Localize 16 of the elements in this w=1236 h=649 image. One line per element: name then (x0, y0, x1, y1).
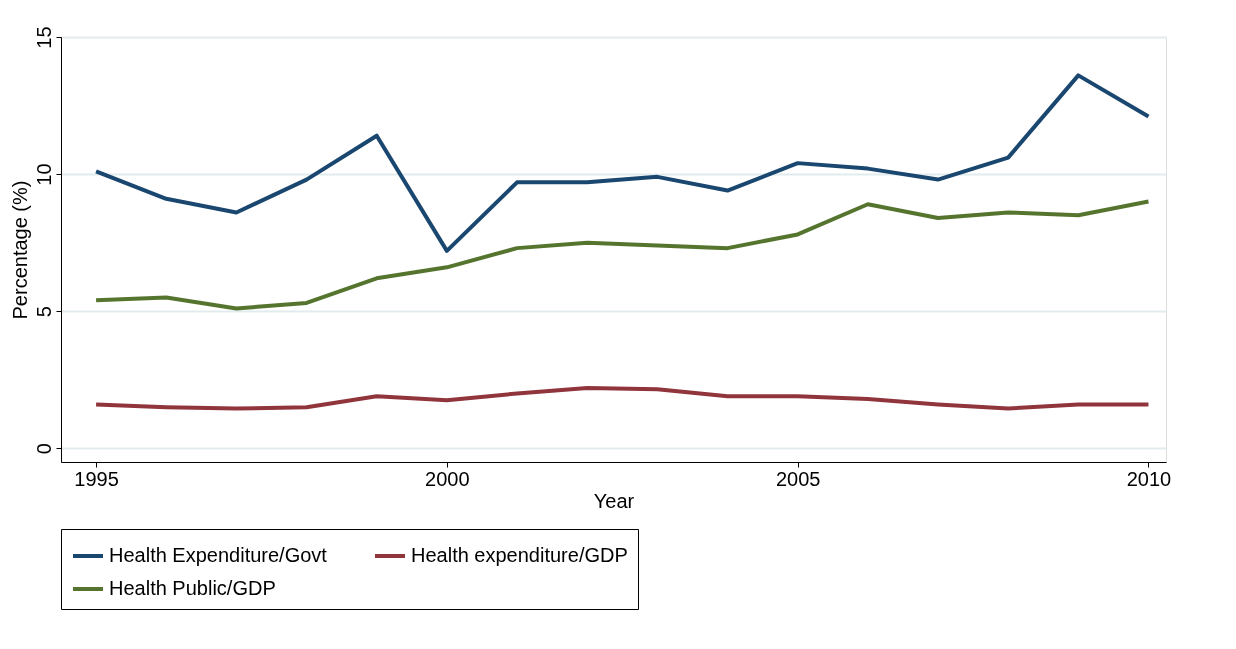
legend-label: Health expenditure/GDP (411, 544, 628, 566)
x-tick-label: 2005 (775, 467, 821, 490)
x-axis-title: Year (593, 489, 635, 512)
x-tick-label: 2000 (425, 467, 470, 490)
y-tick-label: 0 (32, 443, 55, 455)
legend-label: Health Public/GDP (109, 577, 276, 599)
y-tick-label: 10 (32, 163, 55, 186)
y-tick-label: 15 (32, 26, 55, 49)
legend-label: Health Expenditure/Govt (109, 544, 328, 566)
x-tick-label: 2010 (1126, 467, 1172, 490)
line-series (94, 73, 1151, 253)
x-tick-label: 1995 (74, 467, 119, 490)
line-series (94, 385, 1151, 411)
y-axis-title: Percentage (%) (8, 180, 31, 320)
y-tick-label: 5 (32, 306, 55, 318)
line-series (94, 199, 1151, 311)
